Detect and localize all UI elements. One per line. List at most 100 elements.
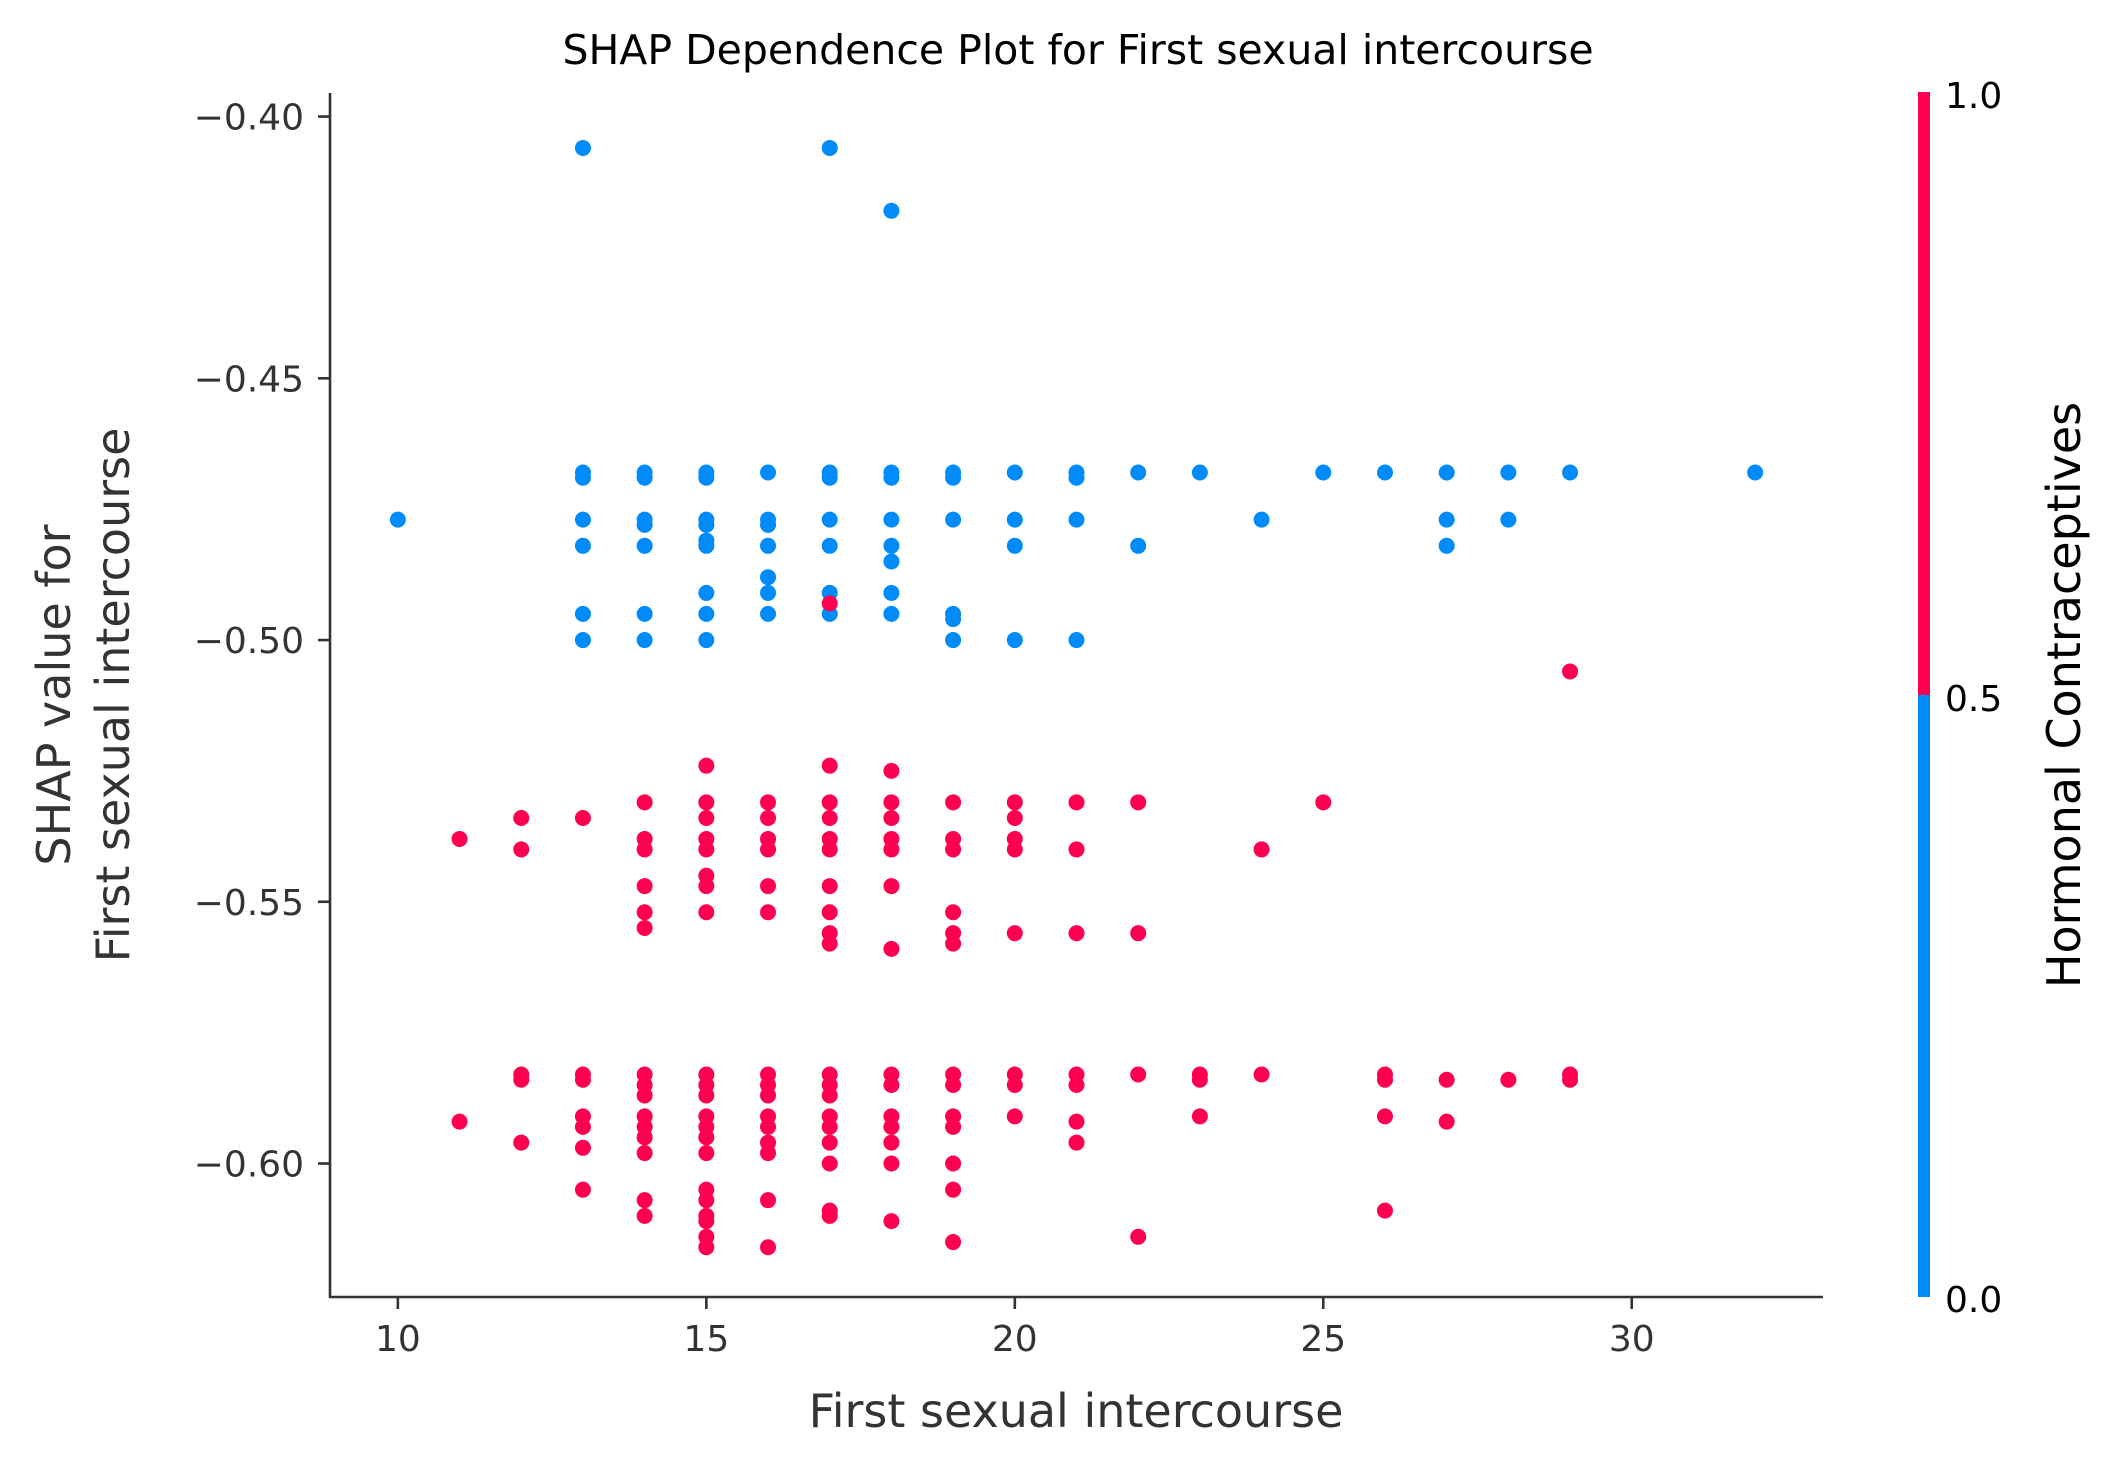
data-point-high: [945, 904, 962, 921]
data-point-low: [760, 537, 777, 554]
data-point-low: [760, 605, 777, 622]
data-point-low: [1315, 464, 1332, 481]
data-point-low: [821, 139, 838, 156]
chart-title: SHAP Dependence Plot for First sexual in…: [562, 26, 1593, 74]
y-tick-label: −0.50: [194, 621, 304, 662]
data-point-low: [1747, 464, 1764, 481]
data-point-high: [945, 1181, 962, 1198]
data-point-high: [636, 1207, 653, 1224]
data-point-low: [574, 537, 591, 554]
data-point-low: [1191, 464, 1208, 481]
data-point-high: [1068, 1113, 1085, 1130]
data-point-high: [698, 1239, 715, 1256]
data-point-low: [1006, 537, 1023, 554]
data-point-low: [1500, 464, 1517, 481]
data-point-high: [1376, 1108, 1393, 1125]
data-point-high: [1315, 794, 1332, 811]
data-point-high: [1068, 1076, 1085, 1093]
data-point-high: [513, 1134, 530, 1151]
data-point-high: [698, 1087, 715, 1104]
data-point-low: [636, 605, 653, 622]
data-point-low: [636, 469, 653, 486]
data-point-high: [1068, 841, 1085, 858]
data-point-high: [1006, 925, 1023, 942]
data-point-high: [883, 940, 900, 957]
data-point-high: [883, 1134, 900, 1151]
data-point-low: [698, 537, 715, 554]
data-point-high: [883, 1118, 900, 1135]
data-point-high: [636, 1087, 653, 1104]
data-point-high: [1130, 1066, 1147, 1083]
data-point-high: [883, 1155, 900, 1172]
data-point-high: [698, 1213, 715, 1230]
data-point-high: [883, 810, 900, 827]
data-point-low: [760, 516, 777, 533]
data-point-high: [821, 794, 838, 811]
data-point-high: [636, 1145, 653, 1162]
colorbar-tick-label-mid: 0.5: [1945, 679, 2002, 720]
data-point-low: [760, 584, 777, 601]
data-point-low: [1006, 464, 1023, 481]
data-point-low: [1500, 511, 1517, 528]
data-point-low: [945, 511, 962, 528]
data-point-high: [821, 1155, 838, 1172]
y-axis-title-line-2: First sexual intercourse: [86, 428, 140, 963]
data-point-high: [1253, 1066, 1270, 1083]
data-point-high: [1562, 663, 1579, 680]
data-point-high: [1130, 1228, 1147, 1245]
colorbar-tick-label-min: 0.0: [1945, 1280, 2002, 1321]
data-point-low: [1130, 464, 1147, 481]
data-point-low: [698, 584, 715, 601]
data-point-high: [821, 904, 838, 921]
data-point-high: [760, 1239, 777, 1256]
data-point-high: [451, 830, 468, 847]
data-point-high: [698, 810, 715, 827]
data-point-high: [821, 878, 838, 895]
data-point-high: [945, 1076, 962, 1093]
y-tick-label: −0.45: [194, 359, 304, 400]
data-point-high: [821, 1087, 838, 1104]
data-point-low: [945, 611, 962, 628]
data-point-high: [821, 810, 838, 827]
data-point-high: [945, 935, 962, 952]
data-point-low: [1006, 511, 1023, 528]
data-point-high: [760, 904, 777, 921]
data-point-high: [883, 878, 900, 895]
data-point-low: [574, 511, 591, 528]
data-point-high: [636, 878, 653, 895]
data-point-low: [821, 469, 838, 486]
data-point-high: [698, 878, 715, 895]
data-point-high: [760, 878, 777, 895]
data-point-high: [760, 841, 777, 858]
data-point-low: [389, 511, 406, 528]
x-tick-label: 25: [1300, 1319, 1346, 1360]
y-axis-ticks: −0.40 −0.45 −0.50 −0.55 −0.60: [194, 98, 330, 1186]
colorbar-tick-label-max: 1.0: [1945, 76, 2002, 117]
data-point-high: [574, 1181, 591, 1198]
data-point-high: [821, 757, 838, 774]
data-point-low: [574, 632, 591, 649]
data-point-low: [636, 537, 653, 554]
scatter-points: [389, 139, 1764, 1256]
data-point-high: [1068, 1134, 1085, 1151]
data-point-high: [821, 841, 838, 858]
data-point-low: [636, 516, 653, 533]
data-point-high: [513, 1071, 530, 1088]
data-point-high: [636, 904, 653, 921]
data-point-low: [1438, 537, 1455, 554]
x-axis-ticks: 10 15 20 25 30: [375, 1297, 1655, 1360]
data-point-high: [760, 1118, 777, 1135]
data-point-high: [636, 794, 653, 811]
data-point-high: [821, 595, 838, 612]
data-point-low: [883, 469, 900, 486]
data-point-low: [574, 605, 591, 622]
data-point-high: [1191, 1071, 1208, 1088]
data-point-high: [760, 1145, 777, 1162]
data-point-high: [636, 919, 653, 936]
data-point-high: [883, 1076, 900, 1093]
data-point-low: [698, 516, 715, 533]
data-point-high: [1191, 1108, 1208, 1125]
data-point-high: [1130, 925, 1147, 942]
data-point-low: [574, 469, 591, 486]
data-point-high: [883, 794, 900, 811]
